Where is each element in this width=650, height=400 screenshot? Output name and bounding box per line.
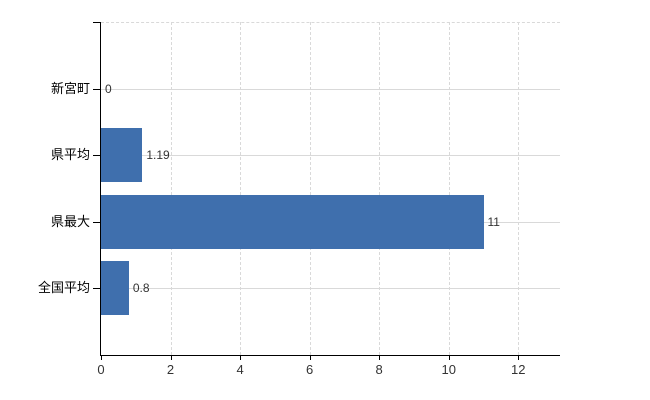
y-axis-tick-0 [93,88,101,90]
bar-2 [101,194,484,249]
bar-value-label-3: 0.8 [132,281,150,296]
category-label-1: 県平均 [50,147,90,163]
x-gridline-4 [240,22,242,355]
bar-3 [101,261,129,316]
x-gridline-6 [309,22,311,355]
x-axis-label-4: 4 [236,362,244,377]
x-axis-tick-2 [170,356,172,360]
x-axis-tick-8 [379,356,381,360]
x-axis-tick-0 [101,356,102,360]
bar-value-label-2: 11 [487,214,500,229]
y-axis-tick-1 [93,155,101,157]
y-axis-top-tick [93,22,101,23]
category-label-3: 全国平均 [37,280,90,296]
x-axis-tick-12 [518,356,520,360]
y-axis-tick-3 [93,288,101,290]
category-gridline-3 [101,288,560,290]
plot-top-gridline [101,22,560,23]
category-label-0: 新宮町 [50,80,90,96]
category-gridline-0 [101,88,560,90]
plot-area: 0 2 4 6 8 10 12 新宮町 0 県平均 1.19 県最大 11 全国平均 0.8 [38,22,560,377]
x-axis-label-10: 10 [441,362,456,377]
x-axis-label-0: 0 [97,362,105,377]
x-axis-label-6: 6 [306,362,314,377]
category-label-2: 県最大 [50,213,90,229]
x-axis-tick-4 [240,356,242,360]
x-axis-tick-6 [309,356,311,360]
x-axis-label-8: 8 [375,362,383,377]
x-gridline-12 [518,22,520,355]
y-axis-tick-2 [93,221,101,223]
category-gridline-1 [101,155,560,157]
bar-value-label-1: 1.19 [146,148,170,163]
x-axis-label-12: 12 [511,362,526,377]
x-axis-label-2: 2 [166,362,175,377]
bar-value-label-0: 0 [105,81,112,96]
x-gridline-10 [448,22,450,355]
x-axis-tick-10 [448,356,450,360]
x-gridline-2 [170,22,172,355]
x-gridline-8 [379,22,381,355]
bar-1 [101,128,143,183]
